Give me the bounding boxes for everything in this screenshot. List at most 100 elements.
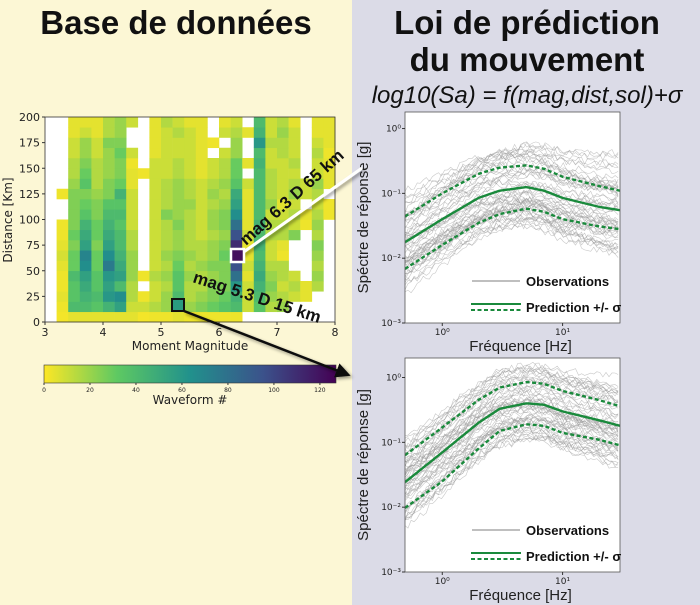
upper-connector-line: [237, 166, 363, 258]
heatmap-cell: [103, 178, 115, 190]
observation-curve: [405, 149, 619, 222]
heatmap-cell: [230, 240, 243, 251]
heatmap-cell: [137, 301, 150, 313]
heatmap-cell: [184, 199, 197, 210]
x-tick-label: 4: [100, 326, 107, 339]
heatmap-cell: [265, 188, 278, 200]
heatmap-cell: [68, 137, 81, 149]
observation-curve: [405, 190, 619, 263]
heatmap-cell: [79, 219, 92, 231]
y-tick-label: 10⁰: [386, 125, 401, 135]
heatmap-cell: [288, 137, 301, 149]
observation-curve: [405, 434, 619, 529]
heatmap-cell: [219, 250, 231, 261]
observation-curve: [405, 220, 619, 290]
heatmap-cell: [56, 250, 69, 261]
plot-content: [405, 141, 620, 294]
heatmap-cell: [79, 188, 92, 200]
heatmap-cell: [253, 260, 266, 272]
heatmap-cell: [68, 178, 81, 190]
y-tick-label: 25: [26, 290, 40, 303]
heatmap-cell: [230, 270, 243, 282]
heatmap-cell: [253, 117, 266, 128]
heatmap-cell: [79, 117, 92, 128]
heatmap-cell: [68, 281, 81, 292]
heatmap-cell: [265, 209, 278, 220]
observation-curve: [405, 160, 619, 214]
heatmap-cell: [114, 229, 127, 241]
heatmap-cell: [195, 127, 208, 138]
heatmap-cell: [277, 301, 289, 313]
heatmap-cell: [172, 219, 185, 231]
heatmap-cell: [149, 158, 162, 169]
heatmap-cell: [184, 260, 197, 272]
heatmap-cell: [103, 281, 115, 292]
heatmap-cell: [288, 147, 301, 159]
heatmap-cell: [265, 229, 278, 241]
heatmap-cell: [184, 209, 197, 220]
heatmap-cell: [68, 311, 81, 323]
heatmap-cell: [311, 219, 324, 231]
plot-area: [405, 358, 620, 572]
heatmap-cell: [277, 270, 289, 282]
heatmap-cell: [161, 270, 173, 282]
observation-curve: [405, 432, 619, 521]
heatmap-cell: [56, 270, 69, 282]
heatmap-cell: [242, 178, 255, 190]
observation-curve: [405, 362, 619, 443]
heatmap-cell: [56, 219, 69, 231]
heatmap-cell: [126, 117, 139, 128]
heatmap-cell: [230, 311, 243, 323]
heatmap-cell: [161, 199, 173, 210]
heatmap-cell: [311, 178, 324, 190]
heatmap-cell: [323, 168, 336, 179]
y-tick-label: 150: [19, 162, 40, 175]
observation-curve: [405, 214, 619, 286]
heatmap-cell: [242, 281, 255, 292]
heatmap-cell: [219, 127, 231, 138]
heatmap-cell: [323, 209, 336, 220]
observation-curve: [405, 399, 619, 481]
right-title-line1: Loi de prédiction: [394, 4, 660, 41]
observation-curve: [405, 181, 619, 238]
heatmap-cell: [184, 158, 197, 169]
heatmap-cell: [79, 260, 92, 272]
observation-curve: [405, 414, 619, 481]
heatmap-cell: [219, 270, 231, 282]
observation-curve: [405, 425, 619, 491]
heatmap-cell: [219, 240, 231, 251]
heatmap-cell: [288, 199, 301, 210]
heatmap-cell: [311, 250, 324, 261]
heatmap-cell: [172, 127, 185, 138]
heatmap-cell: [207, 137, 220, 149]
observation-curve: [405, 361, 619, 463]
heatmap-cell: [253, 229, 266, 241]
heatmap-cell: [114, 281, 127, 292]
observation-curve: [405, 367, 619, 439]
heatmap-cell: [184, 137, 197, 149]
heatmap-cell: [172, 240, 185, 251]
heatmap-cell: [323, 178, 336, 190]
heatmap-cell: [207, 209, 220, 220]
legend-observations-label: Observations: [526, 523, 609, 538]
heatmap-cell: [91, 127, 104, 138]
heatmap-cell: [79, 137, 92, 149]
heatmap-cell: [149, 260, 162, 272]
heatmap-cell: [126, 229, 139, 241]
heatmap-cell: [126, 281, 139, 292]
y-tick-label: 50: [26, 265, 40, 278]
heatmap-cell: [114, 240, 127, 251]
observation-curve: [405, 200, 619, 281]
heatmap-cell: [265, 199, 278, 210]
heatmap-cell: [172, 260, 185, 272]
heatmap-cell: [265, 260, 278, 272]
heatmap-cell: [184, 291, 197, 302]
heatmap-cell: [114, 199, 127, 210]
heatmap-cell: [149, 229, 162, 241]
heatmap-cell: [172, 137, 185, 149]
heatmap-cell: [288, 178, 301, 190]
heatmap-cell: [172, 178, 185, 190]
observation-curve: [405, 155, 619, 213]
